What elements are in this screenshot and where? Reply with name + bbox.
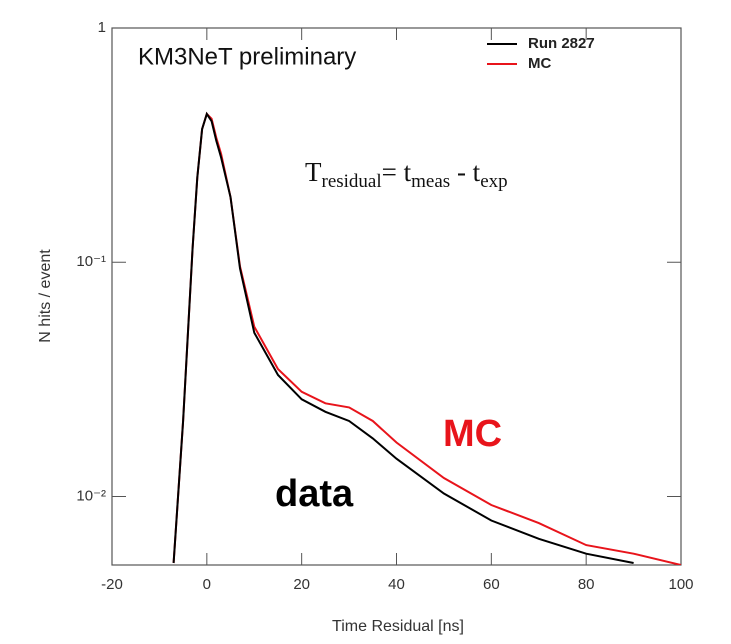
x-tick-label: 40 — [388, 576, 405, 593]
legend-label: Run 2827 — [528, 35, 595, 52]
formula-part: T — [305, 157, 322, 187]
x-tick-label: -20 — [101, 576, 123, 593]
plot-frame — [111, 27, 682, 566]
x-tick-label: 100 — [668, 576, 693, 593]
formula-sub: meas — [411, 171, 450, 192]
formula-part: = t — [382, 157, 412, 187]
data-annotation: data — [275, 473, 354, 515]
legend-label: MC — [528, 55, 551, 72]
x-axis-label: Time Residual [ns] — [332, 618, 464, 635]
formula-sub: exp — [480, 171, 507, 192]
x-tick-label: 60 — [483, 576, 500, 593]
y-tick-label: 10⁻² — [76, 487, 106, 504]
formula-part: - t — [450, 157, 480, 187]
y-tick-label: 10⁻¹ — [76, 253, 106, 270]
formula: Tresidual= tmeas - texp — [305, 157, 508, 192]
mc-annotation: MC — [443, 413, 502, 455]
series-line — [172, 111, 634, 564]
chart-title: KM3NeT preliminary — [138, 43, 356, 70]
formula-sub: residual — [322, 171, 382, 192]
x-tick-label: 0 — [203, 576, 211, 593]
x-tick-label: 80 — [578, 576, 595, 593]
y-axis-label: N hits / event — [37, 249, 54, 343]
plot-area — [172, 111, 681, 565]
x-tick-label: 20 — [293, 576, 310, 593]
y-tick-label: 1 — [98, 19, 106, 36]
